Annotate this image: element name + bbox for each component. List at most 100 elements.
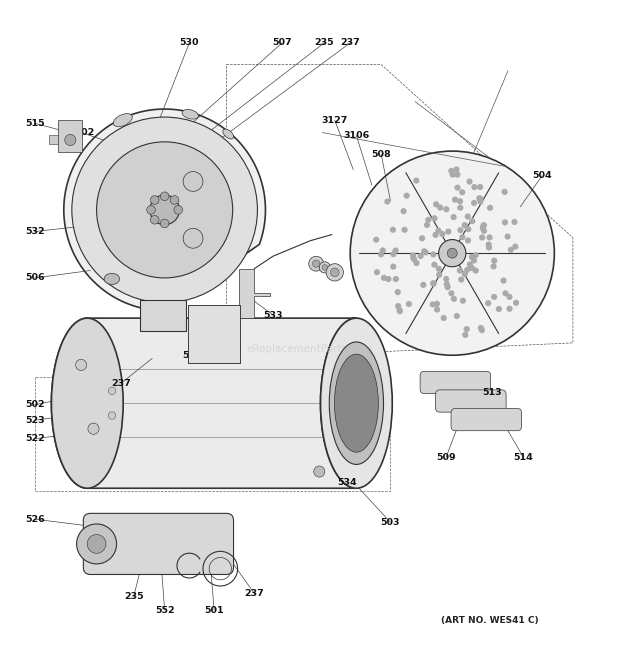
Circle shape bbox=[512, 243, 518, 250]
Circle shape bbox=[161, 219, 169, 228]
Ellipse shape bbox=[223, 129, 234, 139]
Circle shape bbox=[451, 295, 457, 302]
Circle shape bbox=[430, 280, 436, 286]
Circle shape bbox=[465, 226, 471, 232]
Circle shape bbox=[326, 264, 343, 281]
Circle shape bbox=[401, 227, 407, 233]
Circle shape bbox=[108, 387, 116, 395]
Text: 522: 522 bbox=[25, 434, 45, 444]
Circle shape bbox=[481, 228, 487, 234]
Circle shape bbox=[454, 184, 461, 191]
Circle shape bbox=[395, 289, 401, 295]
Circle shape bbox=[476, 195, 482, 202]
Text: 523: 523 bbox=[25, 416, 45, 425]
Circle shape bbox=[505, 233, 511, 240]
Text: 509: 509 bbox=[436, 453, 456, 462]
Circle shape bbox=[397, 308, 403, 314]
Circle shape bbox=[480, 225, 486, 231]
Circle shape bbox=[454, 313, 460, 319]
Circle shape bbox=[462, 332, 468, 338]
Text: eReplacementParts.com: eReplacementParts.com bbox=[247, 344, 373, 354]
Polygon shape bbox=[140, 299, 186, 330]
Circle shape bbox=[108, 412, 116, 419]
Text: 506: 506 bbox=[25, 274, 45, 282]
Circle shape bbox=[183, 229, 203, 248]
FancyBboxPatch shape bbox=[451, 408, 521, 431]
FancyBboxPatch shape bbox=[188, 305, 240, 363]
Circle shape bbox=[392, 276, 399, 282]
Circle shape bbox=[450, 171, 456, 178]
Circle shape bbox=[480, 222, 487, 228]
Circle shape bbox=[454, 172, 461, 178]
Circle shape bbox=[469, 254, 475, 260]
Circle shape bbox=[390, 251, 396, 257]
Circle shape bbox=[330, 268, 339, 277]
Circle shape bbox=[434, 301, 440, 307]
Text: 235: 235 bbox=[314, 38, 334, 48]
Circle shape bbox=[147, 206, 156, 214]
Circle shape bbox=[401, 208, 407, 214]
Ellipse shape bbox=[329, 342, 384, 465]
Circle shape bbox=[425, 217, 432, 223]
Circle shape bbox=[451, 214, 457, 220]
Text: 533: 533 bbox=[263, 311, 283, 319]
Circle shape bbox=[459, 234, 466, 240]
Circle shape bbox=[448, 168, 454, 174]
Circle shape bbox=[460, 297, 466, 304]
Circle shape bbox=[174, 206, 182, 214]
Circle shape bbox=[472, 268, 479, 274]
Circle shape bbox=[467, 261, 473, 268]
Circle shape bbox=[485, 241, 492, 248]
Text: 513: 513 bbox=[483, 388, 502, 397]
Circle shape bbox=[458, 276, 464, 283]
Circle shape bbox=[462, 222, 468, 228]
Circle shape bbox=[88, 423, 99, 434]
Text: 504: 504 bbox=[532, 171, 552, 180]
Polygon shape bbox=[51, 318, 356, 488]
Circle shape bbox=[430, 280, 436, 287]
Circle shape bbox=[430, 251, 436, 258]
Text: 501: 501 bbox=[205, 605, 224, 615]
Text: 526: 526 bbox=[25, 515, 45, 524]
Circle shape bbox=[161, 192, 169, 200]
Circle shape bbox=[479, 235, 485, 241]
Circle shape bbox=[443, 276, 449, 282]
Circle shape bbox=[512, 219, 518, 225]
Circle shape bbox=[430, 301, 436, 307]
Circle shape bbox=[424, 222, 430, 228]
Circle shape bbox=[477, 184, 483, 190]
Ellipse shape bbox=[182, 110, 198, 119]
Circle shape bbox=[469, 265, 475, 271]
Text: 235: 235 bbox=[124, 592, 143, 601]
Circle shape bbox=[312, 260, 320, 268]
Circle shape bbox=[436, 272, 442, 278]
Circle shape bbox=[439, 239, 466, 267]
Circle shape bbox=[507, 305, 513, 312]
Circle shape bbox=[319, 262, 330, 273]
Text: 532: 532 bbox=[25, 227, 45, 236]
Circle shape bbox=[76, 360, 87, 370]
Circle shape bbox=[410, 253, 416, 258]
Circle shape bbox=[508, 247, 514, 253]
Circle shape bbox=[322, 264, 327, 270]
Circle shape bbox=[490, 263, 497, 270]
Circle shape bbox=[440, 231, 446, 237]
Circle shape bbox=[170, 196, 179, 204]
Circle shape bbox=[477, 196, 484, 202]
Text: 552: 552 bbox=[155, 605, 174, 615]
FancyBboxPatch shape bbox=[420, 371, 490, 393]
Circle shape bbox=[385, 276, 391, 282]
Text: 515: 515 bbox=[25, 119, 45, 128]
FancyBboxPatch shape bbox=[49, 135, 58, 143]
Circle shape bbox=[436, 266, 442, 272]
Circle shape bbox=[491, 293, 497, 300]
Circle shape bbox=[390, 227, 396, 233]
FancyBboxPatch shape bbox=[58, 120, 82, 152]
Circle shape bbox=[448, 249, 457, 258]
Circle shape bbox=[379, 247, 386, 254]
Circle shape bbox=[445, 284, 451, 290]
Circle shape bbox=[445, 229, 451, 235]
Text: 527: 527 bbox=[182, 351, 202, 360]
Circle shape bbox=[350, 151, 554, 355]
FancyBboxPatch shape bbox=[436, 390, 506, 412]
